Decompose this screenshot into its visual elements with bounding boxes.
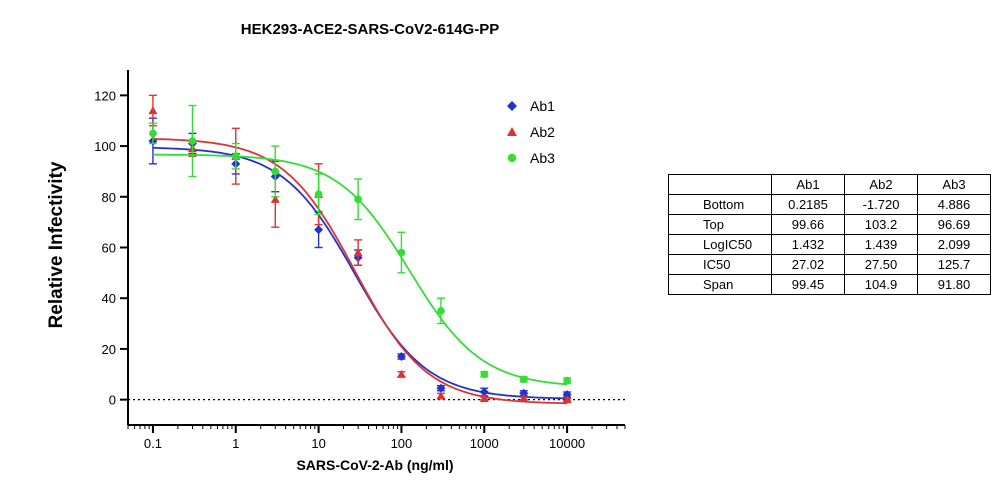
- table-cell: 99.45: [771, 274, 845, 295]
- x-tick-label: 1000: [470, 436, 499, 451]
- legend-label-ab1: Ab1: [530, 98, 555, 114]
- data-point-ab3: [314, 190, 323, 199]
- legend-label-ab3: Ab3: [530, 150, 555, 166]
- y-tick-label: 60: [102, 241, 116, 256]
- row-label: LogIC50: [668, 234, 772, 255]
- y-tick-label: 0: [109, 393, 116, 408]
- data-point-ab2: [270, 194, 280, 203]
- table-row: Bottom 0.2185 -1.720 4.886: [668, 194, 991, 215]
- fit-parameter-table: Ab1 Ab2 Ab3 Bottom 0.2185 -1.720 4.886 T…: [668, 174, 991, 295]
- data-point-ab3: [563, 376, 571, 385]
- table-row: Span 99.45 104.9 91.80: [668, 274, 991, 295]
- table-column-header: Ab3: [917, 174, 991, 195]
- data-point-ab3: [397, 248, 406, 257]
- x-tick-label: 10000: [549, 436, 585, 451]
- table-corner-cell: [668, 174, 772, 195]
- table-cell: -1.720: [844, 194, 918, 215]
- data-point-ab3: [519, 375, 528, 384]
- row-label: IC50: [668, 254, 772, 275]
- fit-curve-ab3: [152, 153, 568, 386]
- data-point-ab1: [436, 383, 446, 393]
- data-point-ab3: [188, 137, 197, 145]
- chart-title: HEK293-ACE2-SARS-CoV2-614G-PP: [241, 21, 499, 38]
- table-cell: 27.02: [771, 254, 845, 275]
- table-cell: 0.2185: [771, 194, 845, 215]
- table-cell: 27.50: [844, 254, 918, 275]
- data-point-ab3: [480, 370, 489, 379]
- data-point-ab3: [354, 195, 362, 204]
- x-tick-label: 1: [232, 436, 239, 451]
- legend-label-ab2: Ab2: [530, 124, 555, 140]
- x-tick-label: 100: [391, 436, 413, 451]
- legend-marker-ab2: [507, 127, 517, 136]
- data-point-ab3: [149, 129, 157, 138]
- table-row: Top 99.66 103.2 96.69: [668, 214, 991, 235]
- row-label: Bottom: [668, 194, 772, 215]
- data-point-ab2: [436, 391, 446, 400]
- data-point-ab2: [562, 395, 572, 404]
- data-point-ab1: [562, 390, 572, 400]
- fit-curve-ab2: [152, 138, 568, 405]
- table-cell: 125.7: [917, 254, 991, 275]
- legend-marker-ab1: [507, 101, 517, 111]
- data-point-ab1: [519, 388, 529, 398]
- x-tick-label: 0.1: [144, 436, 162, 451]
- table-header-row: Ab1 Ab2 Ab3: [668, 174, 991, 195]
- data-point-ab2: [396, 369, 406, 378]
- data-point-ab1: [479, 387, 489, 397]
- data-point-ab2: [148, 106, 158, 115]
- table-column-header: Ab2: [844, 174, 918, 195]
- table-cell: 96.69: [917, 214, 991, 235]
- data-point-ab3: [437, 307, 445, 315]
- data-point-ab1: [314, 225, 324, 235]
- row-label: Span: [668, 274, 772, 295]
- data-point-ab3: [271, 167, 280, 176]
- plot-area: 0 20 40 60 80 100 120 0.1 1 10 100 1000 10000 Ab1 Ab2 A…: [94, 70, 626, 451]
- table-cell: 91.80: [917, 274, 991, 295]
- table-column-header: Ab1: [771, 174, 845, 195]
- data-point-ab3: [231, 152, 240, 161]
- data-point-ab1: [396, 352, 406, 362]
- table-row: IC50 27.02 27.50 125.7: [668, 254, 991, 275]
- y-tick-label: 100: [94, 139, 116, 154]
- table-cell: 103.2: [844, 214, 918, 235]
- data-point-ab2: [479, 393, 489, 402]
- table-row: LogIC50 1.432 1.439 2.099: [668, 234, 991, 255]
- data-point-ab2: [353, 248, 363, 257]
- data-point-ab2: [519, 393, 529, 402]
- y-tick-label: 20: [102, 342, 116, 357]
- table-cell: 2.099: [917, 234, 991, 255]
- y-tick-label: 40: [102, 291, 116, 306]
- x-tick-label: 10: [311, 436, 325, 451]
- table-cell: 104.9: [844, 274, 918, 295]
- y-tick-label: 120: [94, 88, 116, 103]
- y-axis-label: Relative Infectivity: [46, 161, 67, 328]
- legend-marker-ab3: [507, 153, 517, 163]
- table-cell: 1.432: [771, 234, 845, 255]
- row-label: Top: [668, 214, 772, 235]
- table-cell: 1.439: [844, 234, 918, 255]
- fit-curve-ab1: [152, 147, 568, 400]
- table-cell: 4.886: [917, 194, 991, 215]
- table-cell: 99.66: [771, 214, 845, 235]
- x-axis-label: SARS-CoV-2-Ab (ng/ml): [296, 457, 453, 473]
- y-tick-label: 80: [102, 190, 116, 205]
